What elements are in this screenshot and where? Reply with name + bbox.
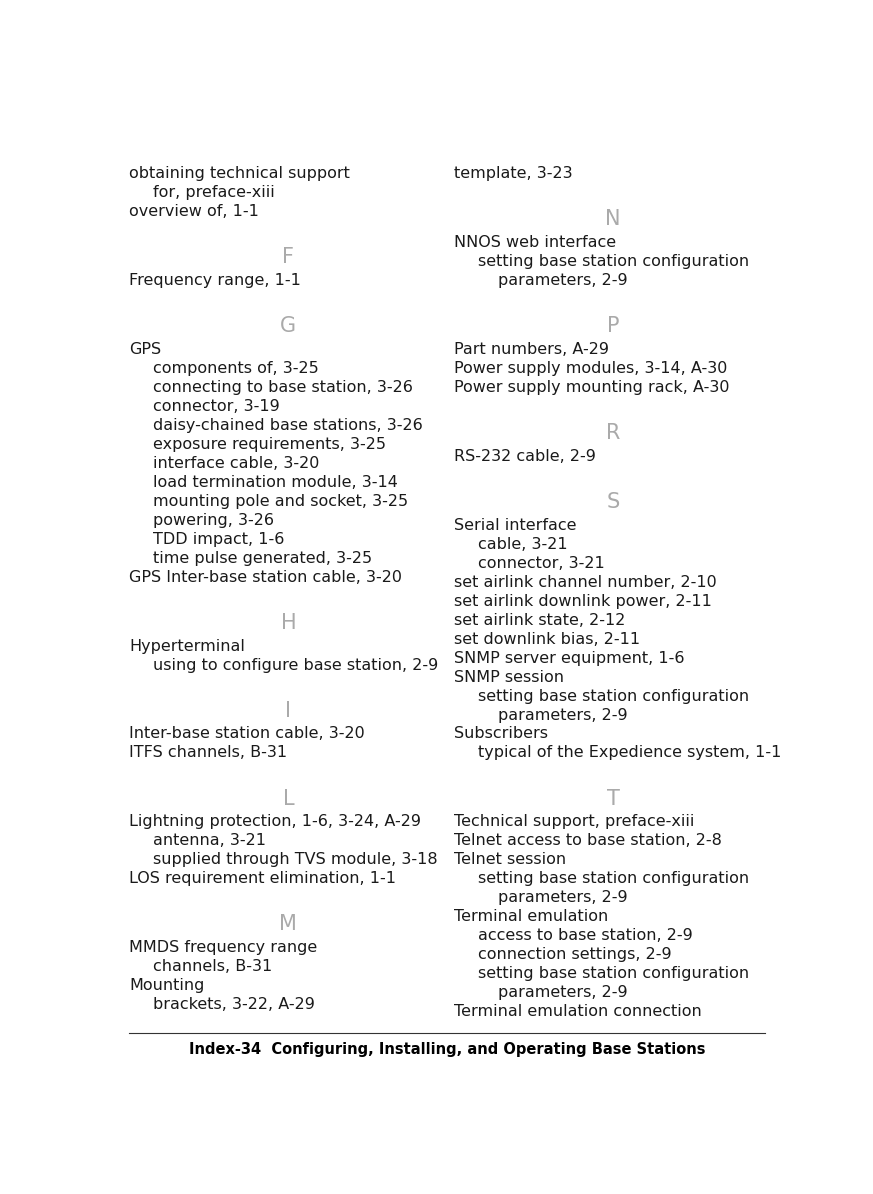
Text: R: R xyxy=(606,423,621,443)
Text: Lightning protection, 1-6, 3-24, A-29: Lightning protection, 1-6, 3-24, A-29 xyxy=(129,814,422,830)
Text: using to configure base station, 2-9: using to configure base station, 2-9 xyxy=(153,658,438,672)
Text: Technical support, preface-xiii: Technical support, preface-xiii xyxy=(454,814,695,830)
Text: Mounting: Mounting xyxy=(129,978,205,993)
Text: GPS: GPS xyxy=(129,341,162,357)
Text: powering, 3-26: powering, 3-26 xyxy=(153,513,274,528)
Text: Terminal emulation connection: Terminal emulation connection xyxy=(454,1004,702,1020)
Text: Telnet access to base station, 2-8: Telnet access to base station, 2-8 xyxy=(454,833,722,848)
Text: F: F xyxy=(283,247,294,267)
Text: Index-34  Configuring, Installing, and Operating Base Stations: Index-34 Configuring, Installing, and Op… xyxy=(189,1042,705,1058)
Text: load termination module, 3-14: load termination module, 3-14 xyxy=(153,475,398,490)
Text: exposure requirements, 3-25: exposure requirements, 3-25 xyxy=(153,437,386,451)
Text: Telnet session: Telnet session xyxy=(454,853,567,867)
Text: connecting to base station, 3-26: connecting to base station, 3-26 xyxy=(153,380,413,395)
Text: SNMP session: SNMP session xyxy=(454,670,564,684)
Text: Serial interface: Serial interface xyxy=(454,518,577,533)
Text: NNOS web interface: NNOS web interface xyxy=(454,235,616,250)
Text: typical of the Expedience system, 1-1: typical of the Expedience system, 1-1 xyxy=(478,745,781,761)
Text: connector, 3-19: connector, 3-19 xyxy=(153,399,280,414)
Text: T: T xyxy=(607,788,620,808)
Text: setting base station configuration: setting base station configuration xyxy=(478,689,749,703)
Text: connector, 3-21: connector, 3-21 xyxy=(478,555,605,571)
Text: mounting pole and socket, 3-25: mounting pole and socket, 3-25 xyxy=(153,494,409,509)
Text: H: H xyxy=(280,613,296,633)
Text: set airlink downlink power, 2-11: set airlink downlink power, 2-11 xyxy=(454,593,712,609)
Text: S: S xyxy=(607,492,620,512)
Text: access to base station, 2-9: access to base station, 2-9 xyxy=(478,928,692,943)
Text: Inter-base station cable, 3-20: Inter-base station cable, 3-20 xyxy=(129,726,365,741)
Text: template, 3-23: template, 3-23 xyxy=(454,166,573,181)
Text: parameters, 2-9: parameters, 2-9 xyxy=(498,708,628,722)
Text: GPS Inter-base station cable, 3-20: GPS Inter-base station cable, 3-20 xyxy=(129,570,402,585)
Text: cable, 3-21: cable, 3-21 xyxy=(478,536,567,552)
Text: P: P xyxy=(607,316,620,337)
Text: supplied through TVS module, 3-18: supplied through TVS module, 3-18 xyxy=(153,853,437,867)
Text: M: M xyxy=(279,915,298,935)
Text: Power supply mounting rack, A-30: Power supply mounting rack, A-30 xyxy=(454,380,730,395)
Text: daisy-chained base stations, 3-26: daisy-chained base stations, 3-26 xyxy=(153,418,423,433)
Text: set airlink state, 2-12: set airlink state, 2-12 xyxy=(454,613,626,628)
Text: parameters, 2-9: parameters, 2-9 xyxy=(498,985,628,1001)
Text: set downlink bias, 2-11: set downlink bias, 2-11 xyxy=(454,632,640,647)
Text: G: G xyxy=(280,316,297,337)
Text: components of, 3-25: components of, 3-25 xyxy=(153,361,319,376)
Text: N: N xyxy=(605,209,621,229)
Text: Power supply modules, 3-14, A-30: Power supply modules, 3-14, A-30 xyxy=(454,361,727,376)
Text: MMDS frequency range: MMDS frequency range xyxy=(129,940,318,955)
Text: time pulse generated, 3-25: time pulse generated, 3-25 xyxy=(153,550,372,566)
Text: TDD impact, 1-6: TDD impact, 1-6 xyxy=(153,531,285,547)
Text: antenna, 3-21: antenna, 3-21 xyxy=(153,833,266,848)
Text: interface cable, 3-20: interface cable, 3-20 xyxy=(153,456,320,470)
Text: Part numbers, A-29: Part numbers, A-29 xyxy=(454,341,609,357)
Text: for, preface-xiii: for, preface-xiii xyxy=(153,185,275,201)
Text: LOS requirement elimination, 1-1: LOS requirement elimination, 1-1 xyxy=(129,872,396,886)
Text: obtaining technical support: obtaining technical support xyxy=(129,166,350,181)
Text: Frequency range, 1-1: Frequency range, 1-1 xyxy=(129,273,301,288)
Text: Terminal emulation: Terminal emulation xyxy=(454,910,608,924)
Text: connection settings, 2-9: connection settings, 2-9 xyxy=(478,947,671,962)
Text: Subscribers: Subscribers xyxy=(454,726,548,741)
Text: overview of, 1-1: overview of, 1-1 xyxy=(129,204,259,220)
Text: setting base station configuration: setting base station configuration xyxy=(478,254,749,269)
Text: ITFS channels, B-31: ITFS channels, B-31 xyxy=(129,745,287,761)
Text: channels, B-31: channels, B-31 xyxy=(153,959,272,974)
Text: parameters, 2-9: parameters, 2-9 xyxy=(498,891,628,905)
Text: L: L xyxy=(283,788,294,808)
Text: RS-232 cable, 2-9: RS-232 cable, 2-9 xyxy=(454,449,596,463)
Text: parameters, 2-9: parameters, 2-9 xyxy=(498,273,628,288)
Text: Hyperterminal: Hyperterminal xyxy=(129,639,245,653)
Text: setting base station configuration: setting base station configuration xyxy=(478,872,749,886)
Text: SNMP server equipment, 1-6: SNMP server equipment, 1-6 xyxy=(454,651,684,665)
Text: setting base station configuration: setting base station configuration xyxy=(478,966,749,981)
Text: set airlink channel number, 2-10: set airlink channel number, 2-10 xyxy=(454,574,717,590)
Text: brackets, 3-22, A-29: brackets, 3-22, A-29 xyxy=(153,997,315,1013)
Text: I: I xyxy=(285,701,292,721)
